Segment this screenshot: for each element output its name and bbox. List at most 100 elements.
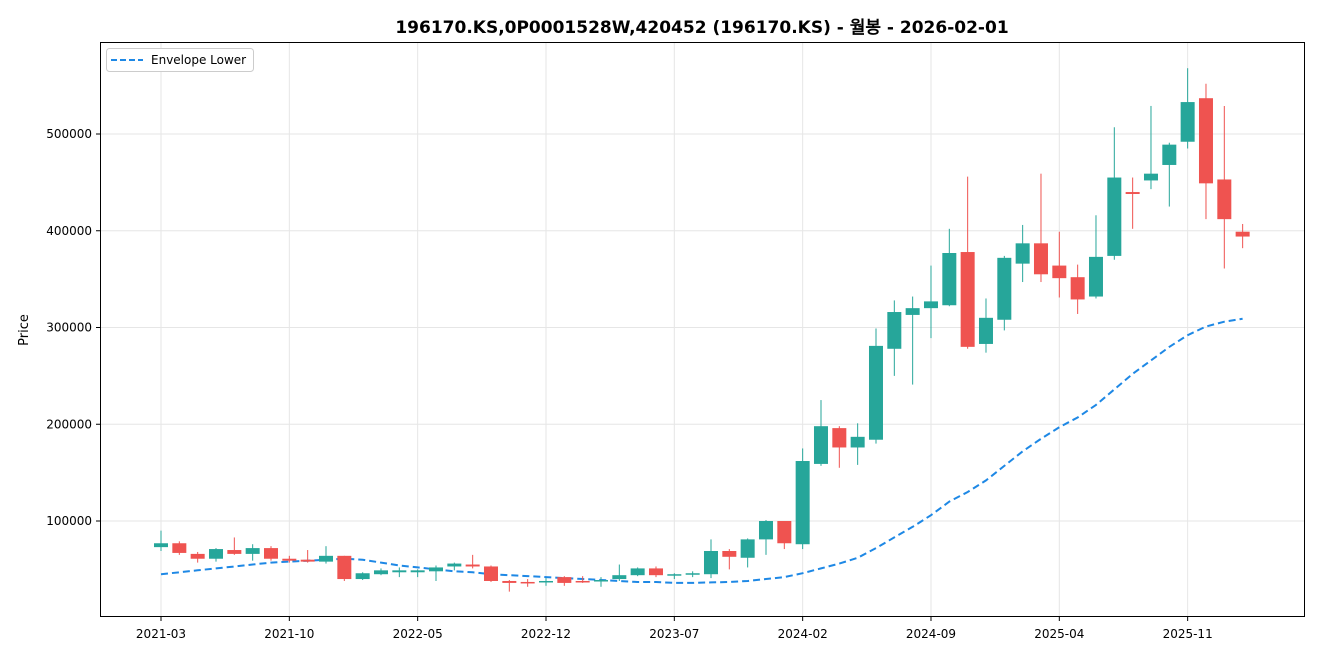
candle-body bbox=[318, 555, 333, 562]
candle-down bbox=[172, 541, 187, 555]
candle-up bbox=[868, 328, 883, 444]
x-tick-label: 2021-03 bbox=[136, 627, 186, 641]
candle-body bbox=[373, 570, 388, 575]
candle-up bbox=[593, 577, 608, 587]
candle-up bbox=[978, 298, 993, 353]
candle-body bbox=[208, 549, 223, 559]
candles-series bbox=[154, 68, 1250, 592]
candle-body bbox=[245, 548, 260, 554]
candle-up bbox=[905, 296, 920, 385]
candle-body bbox=[758, 521, 773, 540]
candle-body bbox=[703, 550, 718, 575]
candle-up bbox=[392, 567, 407, 578]
candle-up bbox=[740, 538, 755, 568]
candle-body bbox=[593, 580, 608, 582]
candle-body bbox=[923, 301, 938, 309]
candle-body bbox=[300, 559, 315, 562]
candle-body bbox=[282, 558, 297, 561]
candle-down bbox=[502, 580, 517, 592]
x-axis: 2021-03 2021-10 2022-05 2022-12 2023-07 2024-… bbox=[136, 617, 1213, 641]
candle-body bbox=[575, 580, 590, 583]
candle-down bbox=[190, 551, 205, 563]
candle-body bbox=[777, 521, 792, 544]
candle-down bbox=[1235, 223, 1250, 249]
candle-up bbox=[850, 423, 865, 465]
candle-body bbox=[1162, 144, 1177, 165]
y-axis: 100000 200000 300000 400000 500000 bbox=[46, 127, 100, 528]
candle-body bbox=[520, 581, 535, 584]
candle-body bbox=[1088, 256, 1103, 297]
candle-body bbox=[337, 555, 352, 580]
candle-down bbox=[483, 565, 498, 582]
candle-body bbox=[1235, 231, 1250, 237]
x-tick-label: 2025-04 bbox=[1034, 627, 1084, 641]
candle-up bbox=[410, 569, 425, 578]
candle-body bbox=[190, 553, 205, 559]
candle-up bbox=[887, 300, 902, 376]
x-tick-label: 2022-12 bbox=[521, 627, 571, 641]
legend-box bbox=[106, 48, 254, 72]
candle-up bbox=[373, 568, 388, 576]
candle-up bbox=[795, 448, 810, 550]
candle-body bbox=[263, 548, 278, 559]
candle-down bbox=[263, 546, 278, 561]
candle-body bbox=[483, 566, 498, 581]
candle-body bbox=[428, 567, 443, 572]
envelope-lower-series bbox=[160, 317, 1243, 584]
x-tick-label: 2025-11 bbox=[1163, 627, 1213, 641]
candle-up bbox=[428, 565, 443, 581]
candle-body bbox=[887, 312, 902, 349]
candle-body bbox=[612, 575, 627, 580]
candle-body bbox=[410, 570, 425, 573]
candle-up bbox=[245, 544, 260, 561]
candle-up bbox=[997, 255, 1012, 331]
candle-body bbox=[648, 568, 663, 576]
candle-body bbox=[1070, 277, 1085, 300]
candle-down bbox=[300, 550, 315, 563]
candle-body bbox=[942, 253, 957, 306]
candle-down bbox=[337, 555, 352, 581]
candle-down bbox=[1070, 264, 1085, 314]
candle-body bbox=[447, 563, 462, 567]
candle-up bbox=[942, 228, 957, 307]
candle-up bbox=[154, 530, 168, 551]
candle-body bbox=[1015, 243, 1030, 264]
x-tick-label: 2024-09 bbox=[906, 627, 956, 641]
candle-body bbox=[667, 574, 682, 576]
legend: Envelope Lower bbox=[106, 48, 254, 72]
candle-body bbox=[1143, 173, 1158, 181]
candle-body bbox=[630, 568, 645, 576]
candle-body bbox=[868, 345, 883, 440]
candle-up bbox=[630, 567, 645, 577]
candle-up bbox=[612, 564, 627, 581]
candle-up bbox=[447, 562, 462, 571]
candle-down bbox=[465, 554, 480, 569]
y-tick-label: 500000 bbox=[46, 127, 92, 141]
candle-down bbox=[227, 537, 242, 555]
candle-body bbox=[722, 550, 737, 557]
candle-body bbox=[1107, 177, 1122, 256]
candle-body bbox=[685, 573, 700, 575]
candle-body bbox=[1125, 192, 1140, 194]
candle-up bbox=[1180, 68, 1195, 149]
candle-body bbox=[355, 573, 370, 580]
candle-up bbox=[208, 548, 223, 562]
candle-body bbox=[978, 317, 993, 344]
x-tick-label: 2023-07 bbox=[649, 627, 699, 641]
candle-down bbox=[1033, 173, 1048, 283]
candle-down bbox=[282, 555, 297, 563]
candle-down bbox=[1125, 177, 1140, 229]
candle-down bbox=[722, 549, 737, 570]
chart-title: 196170.KS,0P0001528W,420452 (196170.KS) … bbox=[395, 18, 1008, 38]
grid-lines bbox=[101, 43, 1304, 616]
candle-up bbox=[1088, 215, 1103, 299]
candle-down bbox=[832, 426, 847, 468]
candle-body bbox=[997, 257, 1012, 320]
candle-body bbox=[813, 426, 828, 464]
candle-down bbox=[1217, 105, 1232, 269]
candle-body bbox=[1052, 265, 1067, 279]
candle-body bbox=[557, 577, 572, 583]
x-tick-label: 2024-02 bbox=[778, 627, 828, 641]
candle-up bbox=[923, 265, 938, 339]
candle-body bbox=[1033, 243, 1048, 275]
